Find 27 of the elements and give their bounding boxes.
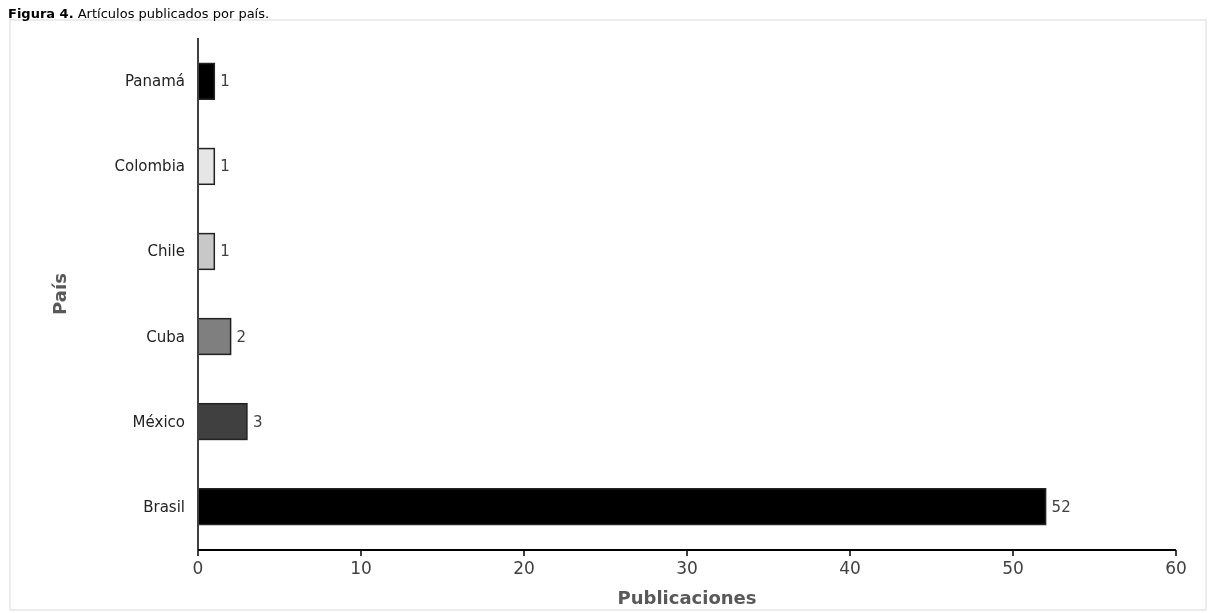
y-tick-label: Colombia — [114, 157, 185, 176]
x-axis-title: Publicaciones — [617, 587, 757, 608]
x-tick-label: 40 — [839, 558, 861, 578]
x-tick-label: 0 — [192, 558, 204, 578]
x-tick-label: 20 — [513, 558, 535, 578]
data-label: 2 — [236, 327, 247, 346]
bar — [197, 147, 216, 186]
data-label: 3 — [252, 412, 263, 431]
bar — [197, 232, 216, 271]
data-label: 1 — [220, 242, 230, 261]
y-tick-label: Brasil — [143, 497, 185, 516]
x-tick-label: 50 — [1002, 558, 1024, 578]
x-tick-label: 10 — [350, 558, 372, 578]
y-tick-label: Cuba — [146, 327, 185, 346]
y-tick-label: Panamá — [124, 72, 185, 91]
data-label: 1 — [220, 72, 230, 91]
y-tick-label: México — [132, 412, 185, 431]
bar — [197, 62, 216, 100]
y-axis-title: País — [49, 273, 70, 315]
y-tick-label: Chile — [147, 242, 185, 261]
chart-title: Figura 4. Artículos publicados por país. — [8, 6, 270, 21]
bar — [197, 317, 232, 356]
bar — [197, 488, 1047, 526]
data-label: 52 — [1051, 497, 1071, 516]
x-tick-label: 30 — [676, 558, 698, 578]
data-label: 1 — [220, 157, 230, 176]
x-tick-label: 60 — [1165, 558, 1187, 578]
